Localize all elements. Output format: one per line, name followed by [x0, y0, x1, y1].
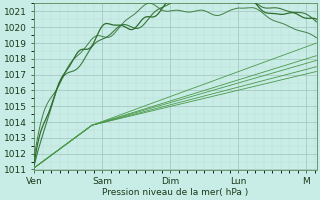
X-axis label: Pression niveau de la mer( hPa ): Pression niveau de la mer( hPa ): [102, 188, 248, 197]
